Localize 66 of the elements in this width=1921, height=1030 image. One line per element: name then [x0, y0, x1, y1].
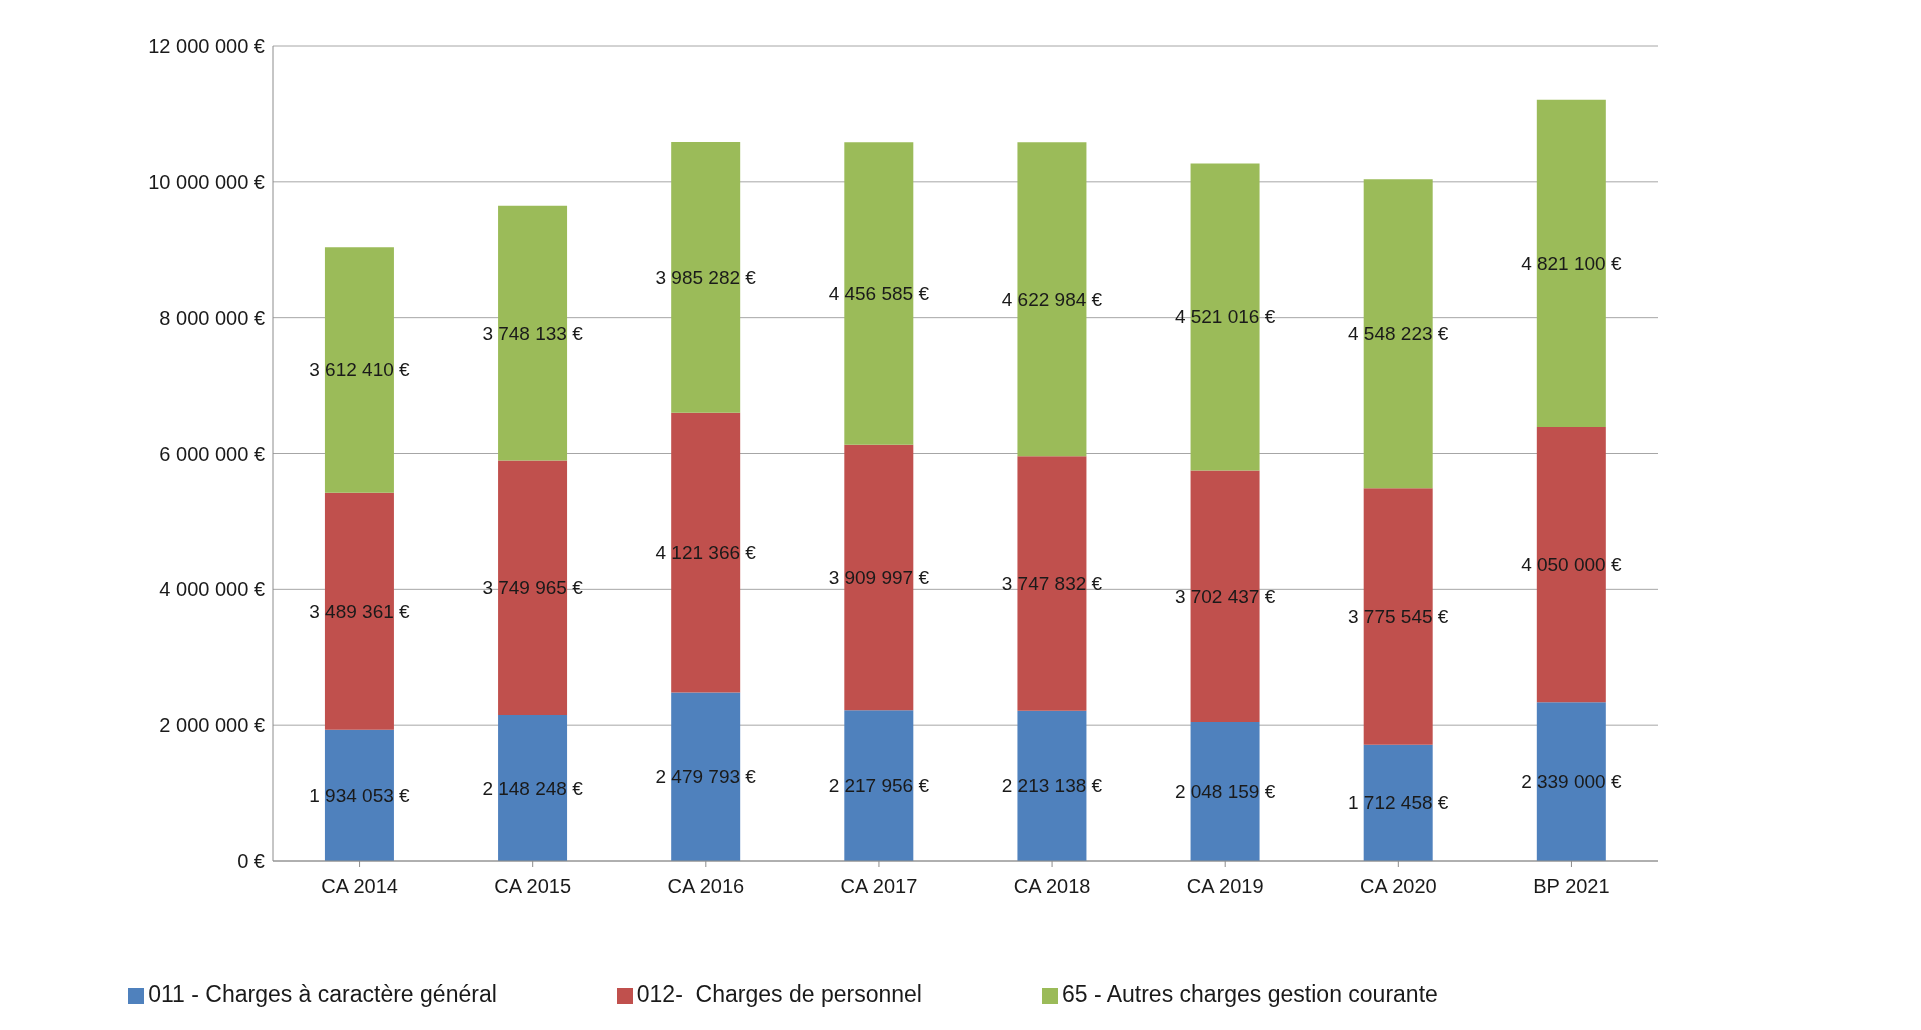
legend-label: 011 - Charges à caractère général [148, 981, 497, 1007]
data-label: 4 521 016 € [1174, 306, 1276, 328]
y-tick-label: 0 € [237, 850, 265, 873]
legend-label: 65 - Autres charges gestion courante [1061, 981, 1438, 1007]
bar [844, 710, 914, 861]
bar [324, 247, 394, 493]
bar [324, 729, 394, 861]
bar [1190, 470, 1260, 722]
bar [498, 205, 568, 461]
bar [1017, 142, 1087, 457]
data-label: 4 050 000 € [1521, 554, 1622, 576]
x-tick-label: CA 2016 [667, 875, 745, 898]
data-label: 3 775 545 € [1348, 605, 1449, 627]
y-tick-label: 2 000 000 € [159, 714, 265, 737]
bar [324, 492, 394, 730]
y-tick-label: 10 000 000 € [148, 170, 265, 193]
data-label: 3 909 997 € [828, 567, 930, 589]
data-label: 3 749 965 € [482, 577, 584, 599]
data-label: 1 712 458 € [1348, 792, 1449, 814]
y-tick-label: 12 000 000 € [148, 35, 265, 58]
bar [1017, 710, 1087, 861]
bar [1363, 179, 1433, 489]
x-tick-label: CA 2018 [1013, 875, 1091, 898]
data-label: 3 747 832 € [1001, 572, 1103, 594]
bar [1536, 427, 1606, 703]
x-tick-label: CA 2019 [1186, 875, 1264, 898]
y-tick-label: 6 000 000 € [159, 442, 265, 465]
data-label: 3 702 437 € [1174, 585, 1276, 607]
data-label: 3 489 361 € [309, 600, 411, 622]
data-label: 2 048 159 € [1174, 780, 1276, 802]
data-label: 4 456 585 € [828, 282, 930, 304]
bar [1536, 702, 1606, 861]
data-label: 3 748 133 € [482, 322, 584, 344]
bar [671, 142, 741, 413]
data-label: 4 622 984 € [1001, 288, 1103, 310]
x-tick-label: CA 2014 [321, 875, 398, 898]
bar [671, 412, 741, 693]
data-label: 2 148 248 € [482, 777, 584, 799]
bar [498, 715, 568, 861]
bar [1190, 721, 1260, 861]
legend-label: 012- Charges de personnel [636, 981, 922, 1007]
data-label: 1 934 053 € [309, 784, 411, 806]
data-label: 3 612 410 € [309, 359, 411, 381]
data-label: 3 985 282 € [655, 266, 757, 288]
data-label: 4 121 366 € [655, 542, 757, 564]
bar [1190, 163, 1260, 471]
data-label: 2 339 000 € [1521, 771, 1622, 793]
y-tick-label: 8 000 000 € [159, 306, 265, 329]
data-label: 2 217 956 € [828, 775, 930, 797]
data-label: 4 548 223 € [1348, 323, 1449, 345]
data-label: 2 213 138 € [1001, 775, 1103, 797]
bar [844, 142, 914, 445]
x-tick-label: CA 2020 [1359, 875, 1437, 898]
x-tick-label: CA 2015 [494, 875, 572, 898]
bar [1363, 744, 1433, 861]
bar [1017, 456, 1087, 711]
data-label: 4 821 100 € [1521, 252, 1622, 274]
bar [1536, 99, 1606, 428]
x-tick-label: BP 2021 [1533, 875, 1610, 898]
bar [671, 692, 741, 861]
bar [844, 444, 914, 711]
bar [498, 460, 568, 716]
y-tick-label: 4 000 000 € [159, 578, 265, 601]
data-label: 2 479 793 € [655, 766, 757, 788]
bar [1363, 488, 1433, 745]
x-tick-label: CA 2017 [840, 875, 918, 898]
